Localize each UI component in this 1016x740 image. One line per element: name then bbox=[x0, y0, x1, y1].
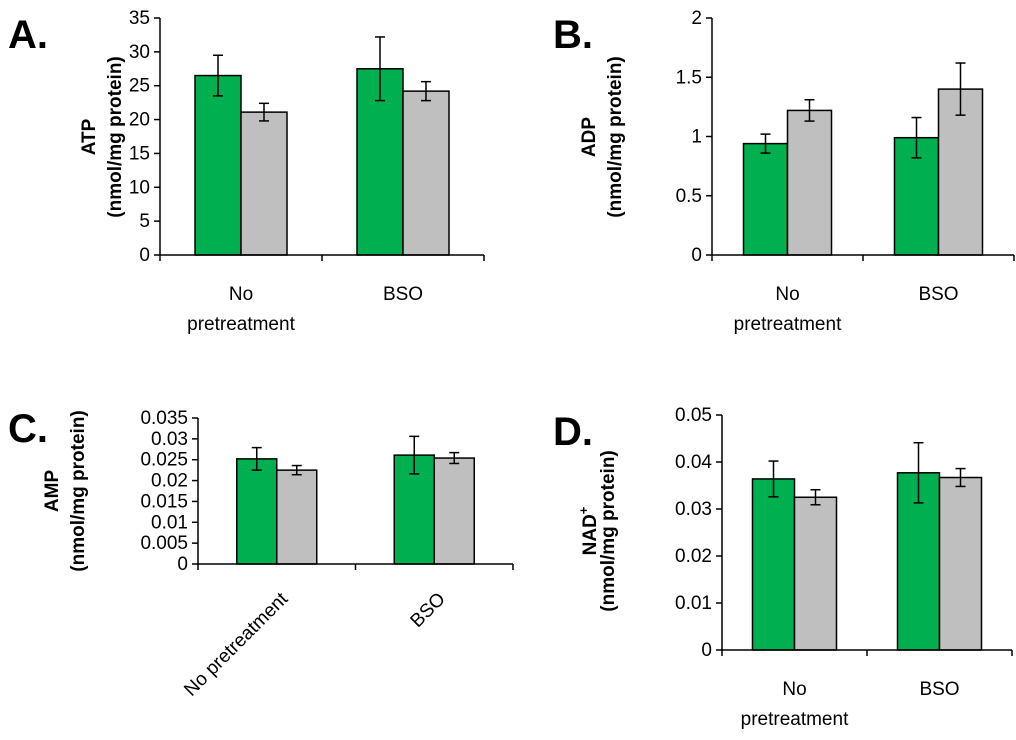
x-tick-label: No pretreatment bbox=[734, 284, 842, 335]
y-tick-label: 0.035 bbox=[140, 408, 188, 429]
x-tick-label: No pretreatment bbox=[741, 679, 849, 730]
y-tick-label: 20 bbox=[129, 110, 150, 131]
y-tick-label: 0 bbox=[691, 245, 702, 266]
y-tick-label: 0.01 bbox=[151, 512, 188, 533]
y-axis-label-quantity: AMP bbox=[42, 470, 63, 513]
y-tick-label: 2 bbox=[691, 8, 702, 29]
y-axis-label: ATP (nmol/mg protein) bbox=[79, 56, 126, 217]
y-tick-label: 25 bbox=[129, 76, 150, 97]
panel-letter: D. bbox=[553, 410, 593, 454]
y-tick-label: 0.005 bbox=[140, 533, 188, 554]
y-tick-label: 5 bbox=[139, 211, 150, 232]
y-tick-label: 0.04 bbox=[675, 452, 712, 473]
y-tick-label: 0.03 bbox=[675, 499, 712, 520]
x-tick-label: BSO bbox=[383, 284, 423, 305]
bar-0-series-0 bbox=[194, 74, 242, 256]
y-axis-label-superscript: + bbox=[576, 506, 591, 514]
x-tick-label: No pretreatment bbox=[180, 588, 292, 700]
chart-panel-a: A. ATP (nmol/mg protein) No pretreatment BSO 0… bbox=[8, 8, 485, 335]
bar-0-series-0 bbox=[742, 142, 789, 256]
bar-0-series-1 bbox=[276, 469, 318, 565]
bar-0-series-0 bbox=[236, 458, 278, 565]
y-tick-label: 0.025 bbox=[140, 450, 188, 471]
y-tick-label: 0.01 bbox=[675, 593, 712, 614]
x-tick-label: BSO bbox=[919, 679, 959, 700]
x-tick-label: BSO bbox=[918, 284, 958, 305]
y-tick-label: 0.03 bbox=[151, 429, 188, 450]
y-axis-label: AMP (nmol/mg protein) bbox=[42, 410, 89, 571]
y-axis-label-unit: (nmol/mg protein) bbox=[68, 410, 89, 571]
bar-1-series-1 bbox=[433, 457, 475, 565]
chart-panel-d: D. NAD+ (nmol/mg protein) No pretreatment BSO… bbox=[553, 405, 1013, 730]
y-tick-label: 1 bbox=[691, 127, 702, 148]
bar-0-series-1 bbox=[240, 111, 288, 256]
bar-0-series-1 bbox=[793, 496, 838, 651]
y-tick-label: 0.02 bbox=[151, 471, 188, 492]
y-tick-label: 0 bbox=[139, 245, 150, 266]
y-tick-label: 30 bbox=[129, 42, 150, 63]
y-tick-label: 0.02 bbox=[675, 546, 712, 567]
chart-panel-c: C.AMP (nmol/mg protein)No pretreatment BSO… bbox=[8, 407, 514, 701]
y-axis-label-unit: (nmol/mg protein) bbox=[105, 56, 126, 217]
x-tick-label: BSO bbox=[407, 589, 450, 632]
y-axis-label-unit: (nmol/mg protein) bbox=[605, 56, 626, 217]
y-axis-label-quantity: ATP bbox=[79, 118, 100, 155]
y-axis-label: ADP (nmol/mg protein) bbox=[579, 56, 626, 217]
bar-1-series-1 bbox=[938, 476, 983, 651]
y-axis-label-quantity: NAD bbox=[580, 514, 601, 555]
y-axis-label: NAD+ (nmol/mg protein) bbox=[576, 450, 619, 611]
y-tick-label: 0 bbox=[701, 640, 712, 661]
y-tick-label: 0 bbox=[177, 554, 188, 575]
panel-letter: A. bbox=[8, 13, 48, 57]
y-tick-label: 35 bbox=[129, 8, 150, 29]
y-tick-label: 15 bbox=[129, 143, 150, 164]
chart-panel-b: B.ADP (nmol/mg protein)No pretreatmentBSO0… bbox=[553, 8, 1015, 335]
y-tick-label: 0.05 bbox=[675, 405, 712, 426]
bar-1-series-1 bbox=[402, 90, 450, 256]
y-tick-label: 10 bbox=[129, 177, 150, 198]
bar-0-series-1 bbox=[786, 109, 833, 256]
panel-letter: B. bbox=[553, 13, 593, 57]
y-tick-label: 0.5 bbox=[676, 186, 702, 207]
y-axis-label-quantity: ADP bbox=[579, 117, 600, 157]
panel-letter: C. bbox=[8, 407, 48, 451]
bar-0-series-0 bbox=[751, 478, 796, 651]
y-axis-label-unit: (nmol/mg protein) bbox=[598, 450, 619, 611]
y-tick-label: 1.5 bbox=[676, 67, 702, 88]
y-tick-label: 0.015 bbox=[140, 491, 188, 512]
x-tick-label: No pretreatment bbox=[187, 284, 295, 335]
